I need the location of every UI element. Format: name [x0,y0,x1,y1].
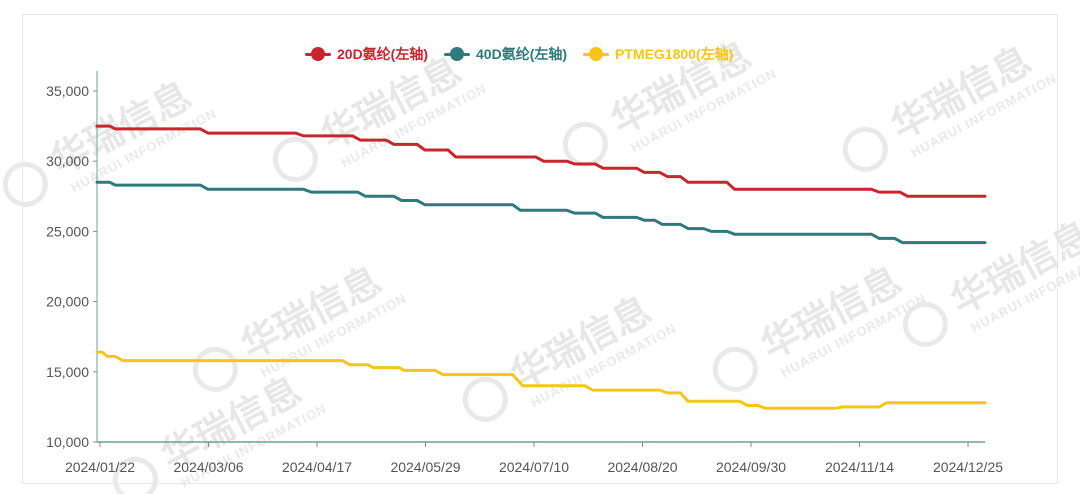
legend-label-ptmeg1800: PTMEG1800(左轴) [615,46,734,62]
legend-item-40d[interactable]: 40D氨纶(左轴) [444,44,567,64]
x-tick-label: 2024/04/17 [282,459,352,475]
legend-label-20d: 20D氨纶(左轴) [337,46,429,62]
x-tick-label: 2024/08/20 [607,459,677,475]
series-line-0[interactable] [95,124,987,198]
y-tick-label: 15,000 [46,364,89,380]
legend-item-ptmeg1800[interactable]: PTMEG1800(左轴) [583,44,733,64]
watermark-logo-icon [2,161,48,207]
watermark-logo-icon [272,136,318,182]
x-tick-label: 2024/07/10 [499,459,569,475]
x-tick-label: 2024/09/30 [716,459,786,475]
legend-swatch-40d [444,47,471,61]
y-tick-label: 20,000 [46,294,89,310]
axes: 10,000 15,000 20,000 25,000 30,000 35,000 2024… [46,71,1003,475]
series-lines [95,124,987,410]
legend-swatch-20d [305,47,331,61]
watermark-logo-icon [112,456,158,494]
watermark-logo-icon [562,121,608,167]
legend-swatch-ptmeg1800 [583,47,610,61]
watermark-logo-icon [842,126,888,172]
x-tick-label: 2024/11/14 [825,459,894,475]
y-tick-label: 10,000 [46,434,89,450]
watermark-logo-icon [192,346,238,392]
legend-item-20d[interactable]: 20D氨纶(左轴) [305,44,428,64]
legend-label-40d: 40D氨纶(左轴) [476,46,568,62]
x-tick-label: 2024/12/25 [933,459,1003,475]
legend: 20D氨纶(左轴) 40D氨纶(左轴) PTMEG1800(左轴) [305,44,733,64]
y-tick-label: 25,000 [46,223,89,239]
watermark-logo-icon [462,376,508,422]
x-tick-label: 2024/05/29 [390,459,460,475]
y-tick-label: 30,000 [46,153,89,169]
series-line-1[interactable] [95,180,987,245]
watermark-logo-icon [712,346,758,392]
chart-frame [22,14,1058,484]
x-tick-label: 2024/03/06 [173,459,243,475]
watermark-logo-icon [902,301,948,347]
x-tick-label: 2024/01/22 [65,459,135,475]
y-tick-label: 35,000 [46,83,89,99]
series-line-2[interactable] [95,350,987,410]
